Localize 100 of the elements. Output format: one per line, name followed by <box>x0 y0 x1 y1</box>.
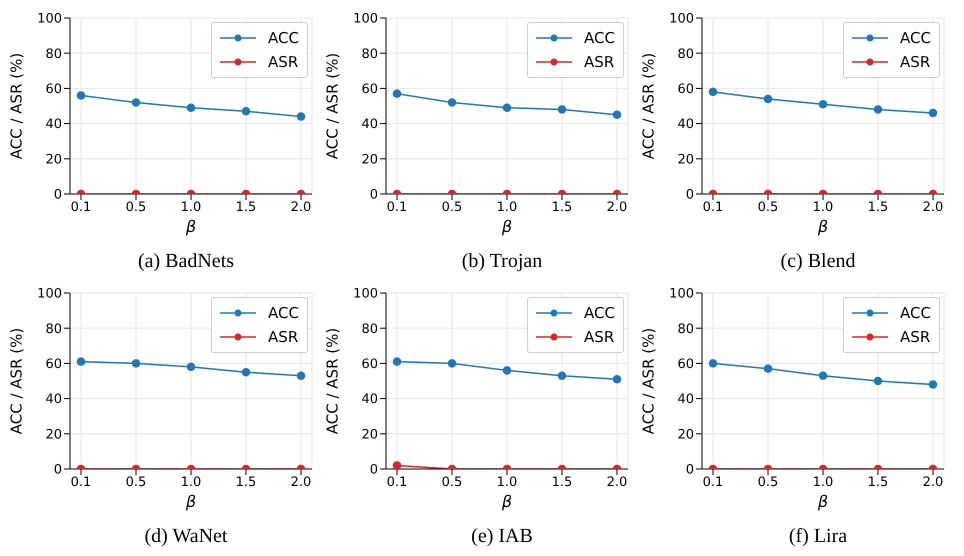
legend-label: ASR <box>268 328 298 346</box>
x-tick-label: 1.0 <box>180 475 202 490</box>
point <box>242 368 250 376</box>
x-tick-label: 2.0 <box>922 475 944 490</box>
x-tick-label: 0.1 <box>70 200 92 216</box>
point <box>764 364 772 373</box>
point <box>76 91 86 100</box>
x-tick-label: 1.5 <box>552 475 572 490</box>
x-axis-title: β <box>816 217 828 236</box>
x-tick-label: 1.5 <box>552 200 572 216</box>
point <box>928 380 938 389</box>
text: (c) Blend <box>780 250 856 273</box>
x-tick-label: 1.0 <box>812 200 834 216</box>
y-tick-label: 60 <box>361 82 378 98</box>
x-tick-label: 0.5 <box>758 200 778 216</box>
x-axis-title: β <box>816 492 828 511</box>
x-tick-label: 1.0 <box>180 200 202 216</box>
text: (f) Lira <box>788 525 848 548</box>
y-tick-label: 20 <box>45 152 62 168</box>
point <box>502 104 512 112</box>
y-tick-label: 80 <box>677 322 694 337</box>
point <box>296 371 306 380</box>
y-tick-label: 40 <box>677 117 694 132</box>
point <box>612 374 622 384</box>
y-axis-title: ACC / ASR (%) <box>639 328 658 434</box>
legend-label: ASR <box>900 328 930 346</box>
x-tick-label: 0.5 <box>442 475 462 490</box>
x-axis-title: β <box>500 217 512 236</box>
point <box>392 357 402 366</box>
y-tick-label: 20 <box>361 152 378 168</box>
point <box>928 108 938 118</box>
y-tick-label: 100 <box>37 12 62 27</box>
point <box>242 107 250 116</box>
x-tick-label: 0.5 <box>126 475 146 490</box>
y-axis-title: ACC / ASR (%) <box>7 328 26 434</box>
text: (d) WaNet <box>144 525 228 548</box>
point <box>448 359 456 368</box>
x-tick-label: 0.1 <box>70 475 92 490</box>
x-tick-label: 1.5 <box>868 200 888 216</box>
point <box>874 105 882 114</box>
point <box>764 94 772 104</box>
y-tick-label: 20 <box>45 427 62 442</box>
x-tick-label: 0.5 <box>442 200 462 216</box>
y-tick-label: 80 <box>677 46 694 62</box>
y-tick-label: 0 <box>370 462 378 478</box>
point <box>612 110 622 120</box>
legend-label: ACC <box>268 29 299 47</box>
point <box>132 98 140 107</box>
y-tick-label: 0 <box>686 188 694 203</box>
x-axis-title: β <box>500 492 512 511</box>
x-tick-label: 1.0 <box>496 200 518 216</box>
y-tick-label: 0 <box>370 188 378 203</box>
point <box>874 376 882 386</box>
y-tick-label: 80 <box>45 46 62 62</box>
legend-label: ACC <box>584 29 615 47</box>
y-axis-title: ACC / ASR (%) <box>639 52 658 160</box>
x-tick-label: 0.5 <box>126 200 146 216</box>
legend-label: ASR <box>900 53 930 71</box>
legend-label: ACC <box>900 29 931 47</box>
x-axis-title: β <box>184 492 196 511</box>
y-tick-label: 60 <box>45 82 62 98</box>
legend-label: ASR <box>584 328 614 346</box>
legend-label: ACC <box>584 304 615 322</box>
x-tick-label: 1.5 <box>236 475 256 490</box>
y-axis-title: ACC / ASR (%) <box>7 52 26 160</box>
x-tick-label: 2.0 <box>290 200 312 216</box>
y-tick-label: 100 <box>669 12 694 27</box>
y-tick-label: 100 <box>353 12 378 27</box>
point <box>392 89 402 98</box>
point <box>818 100 828 108</box>
x-tick-label: 0.1 <box>702 200 724 216</box>
point <box>818 371 828 380</box>
y-tick-label: 80 <box>45 322 62 337</box>
x-tick-label: 0.1 <box>702 475 724 490</box>
y-tick-label: 80 <box>361 322 378 337</box>
y-axis-title: ACC / ASR (%) <box>323 52 342 160</box>
point <box>558 371 566 380</box>
x-tick-label: 1.5 <box>868 475 888 490</box>
x-axis-title: β <box>184 217 196 236</box>
x-tick-label: 2.0 <box>922 200 944 216</box>
point <box>448 98 456 107</box>
point <box>132 359 140 368</box>
y-tick-label: 100 <box>37 286 62 302</box>
point <box>186 104 196 112</box>
y-tick-label: 60 <box>45 357 62 372</box>
legend-label: ACC <box>900 304 931 322</box>
text: (b) Trojan <box>460 250 544 273</box>
x-tick-label: 0.1 <box>386 200 408 216</box>
x-tick-label: 2.0 <box>606 200 628 216</box>
y-tick-label: 40 <box>361 117 378 132</box>
y-tick-label: 20 <box>677 427 694 442</box>
y-tick-label: 60 <box>677 82 694 98</box>
y-tick-label: 40 <box>361 392 378 408</box>
y-tick-label: 0 <box>686 462 694 478</box>
point <box>502 366 512 375</box>
y-tick-label: 0 <box>54 462 62 478</box>
point <box>708 359 718 368</box>
y-tick-label: 20 <box>677 152 694 168</box>
y-tick-label: 40 <box>677 392 694 408</box>
y-tick-label: 60 <box>361 357 378 372</box>
